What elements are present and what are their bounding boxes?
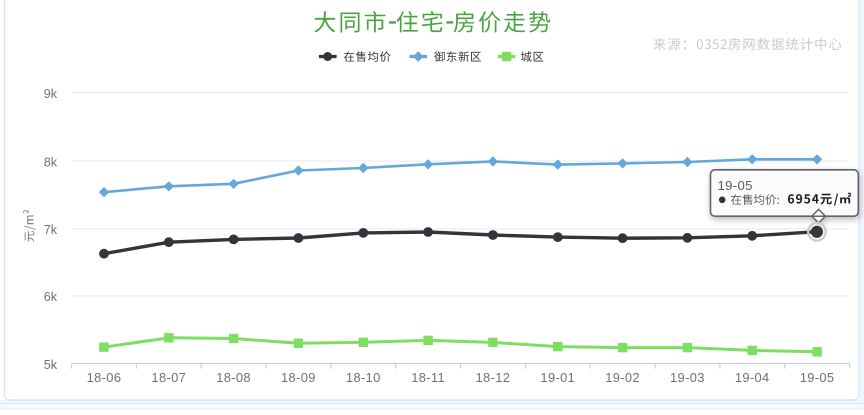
svg-text:18-11: 18-11 <box>411 370 445 385</box>
svg-text:8k: 8k <box>44 155 58 169</box>
svg-text:9k: 9k <box>44 87 58 101</box>
svg-text:18-07: 18-07 <box>151 370 186 385</box>
svg-text:18-10: 18-10 <box>346 370 381 385</box>
svg-text:6k: 6k <box>44 290 58 304</box>
svg-text:19-02: 19-02 <box>605 370 640 385</box>
svg-text:18-06: 18-06 <box>87 370 122 385</box>
svg-text:5k: 5k <box>44 358 58 372</box>
svg-text:19-05: 19-05 <box>800 370 835 385</box>
svg-text:19-04: 19-04 <box>735 370 770 385</box>
svg-text:18-08: 18-08 <box>216 370 251 385</box>
svg-text:18-12: 18-12 <box>476 370 511 385</box>
svg-text:19-05: 19-05 <box>718 178 753 193</box>
svg-text:19-03: 19-03 <box>670 370 705 385</box>
svg-text:7k: 7k <box>44 223 58 237</box>
svg-text:18-09: 18-09 <box>281 370 316 385</box>
svg-text:19-01: 19-01 <box>540 370 575 385</box>
